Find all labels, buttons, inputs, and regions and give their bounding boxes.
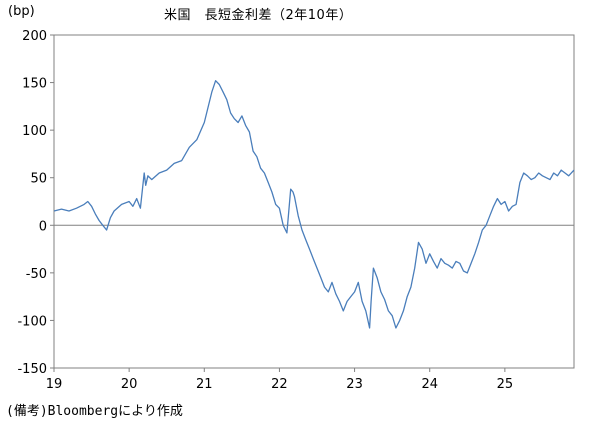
y-tick-label: -50 [26, 267, 47, 282]
x-tick-label: 23 [346, 377, 363, 392]
y-tick-label: 200 [22, 29, 47, 44]
x-tick-label: 25 [497, 377, 514, 392]
y-tick-label: 100 [22, 124, 47, 139]
x-tick-label: 19 [46, 377, 63, 392]
y-tick-label: 50 [30, 172, 47, 187]
x-tick-label: 20 [121, 377, 138, 392]
x-tick-label: 22 [271, 377, 288, 392]
y-tick-label: 150 [22, 77, 47, 92]
x-tick-label: 24 [421, 377, 438, 392]
chart-title: 米国 長短金利差（2年10年） [164, 8, 353, 23]
series-line-spread [53, 80, 575, 329]
y-axis-unit-label: (bp) [8, 4, 35, 19]
y-tick-label: 0 [39, 219, 47, 234]
y-axis: 200 150 100 50 0 -50 -100 -150 [17, 29, 54, 377]
y-tick-label: -100 [17, 314, 47, 329]
y-tick-label: -150 [17, 362, 47, 377]
x-axis: 19 20 21 22 23 24 25 [46, 368, 513, 392]
x-tick-label: 21 [196, 377, 213, 392]
source-note: (備考)Bloombergにより作成 [6, 404, 183, 419]
